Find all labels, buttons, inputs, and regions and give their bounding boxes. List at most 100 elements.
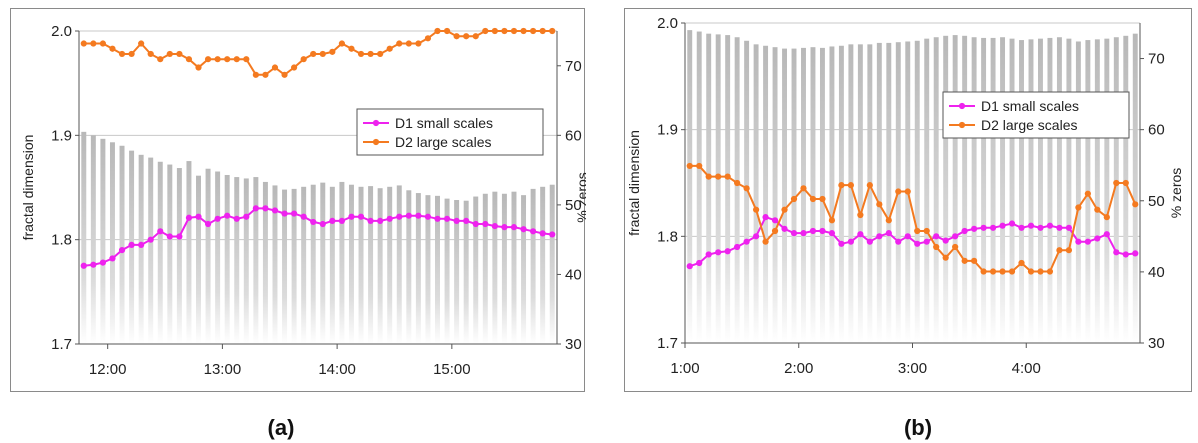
chart-b-d2-point	[781, 206, 788, 213]
chart-a-d2-point	[99, 40, 106, 47]
chart-b-d1-point	[933, 233, 940, 240]
chart-a-d1-point	[291, 210, 298, 217]
chart-a-d2-point	[520, 27, 527, 35]
chart-b-zeros-bar	[943, 35, 949, 344]
chart-b-d1-point	[705, 251, 712, 258]
chart-a-zeros-bar	[454, 200, 460, 344]
chart-a-d1-point	[443, 215, 451, 222]
chart-a-d2-point	[329, 48, 336, 55]
chart-a-zeros-bar	[540, 186, 546, 344]
chart-a-d2-point	[109, 45, 116, 52]
chart-a-zeros-bar	[148, 157, 154, 344]
chart-b-svg: 1.7 1.8 1.9 2.0 30 40 50 60 70 1:00 2:00 3:00 4:00 fr…	[626, 15, 1184, 377]
chart-b-d1-point	[1046, 222, 1054, 229]
chart-a-d2-point	[271, 64, 279, 71]
chart-b-d2-point	[1046, 268, 1054, 275]
chart-a-zeros-bar	[81, 131, 87, 344]
chart-a-xtick-label: 14:00	[318, 361, 356, 378]
chart-b-d2-point	[1056, 247, 1063, 254]
chart-a-d1-point	[109, 255, 116, 262]
chart-a-d2-point	[549, 27, 556, 35]
chart-b-d1-point	[800, 230, 807, 237]
chart-a-zeros-bar	[377, 188, 383, 344]
chart-b-d1-point	[1075, 238, 1082, 245]
chart-a-d2-point	[243, 56, 250, 63]
chart-a-zeros-bar	[138, 154, 144, 344]
chart-b-zeros-bar	[1000, 37, 1006, 343]
chart-b-d1-point	[715, 249, 722, 256]
chart-a-zeros-bar	[109, 142, 115, 344]
chart-a-d2-point	[204, 56, 212, 63]
chart-a-zeros-bar	[463, 200, 469, 344]
chart-a-d2-point	[224, 56, 231, 63]
chart-a-zeros-bar	[167, 164, 173, 344]
chart-b-d1-point	[743, 238, 750, 245]
chart-a-d2-point	[424, 35, 432, 42]
chart-b-zeros-bar	[838, 45, 844, 343]
chart-a-zeros-bar	[482, 193, 488, 344]
chart-a-d1-point	[243, 213, 250, 220]
chart-a-y2tick-label: 50	[565, 197, 582, 214]
chart-b-zeros-bar	[696, 31, 702, 344]
chart-b-ytick-label: 1.7	[657, 335, 678, 352]
chart-a-d1-point	[204, 220, 212, 228]
chart-a-d1-point	[396, 213, 403, 220]
chart-a-d2-point	[233, 56, 240, 63]
chart-b-d2-point	[980, 268, 987, 275]
chart-b-d1-point	[781, 225, 788, 232]
chart-a-d2-point	[300, 56, 307, 63]
chart-b-zeros-bar	[1075, 41, 1081, 343]
chart-b-d2-point	[1075, 204, 1082, 211]
chart-b-d1-point	[838, 240, 845, 247]
chart-b-zeros-bar	[1094, 39, 1100, 343]
chart-a-zeros-bar	[339, 181, 345, 344]
chart-a-xtick-label: 13:00	[204, 361, 242, 378]
chart-b-zeros-bar	[914, 40, 920, 344]
chart-a-ytick-label: 1.9	[51, 127, 72, 144]
chart-b-zeros-bar	[801, 47, 806, 344]
chart-a-d2-point	[90, 40, 97, 47]
chart-a-d1-point	[549, 231, 556, 238]
chart-a-y2label: % zeros	[574, 172, 586, 223]
chart-b-d2-point	[942, 254, 949, 261]
chart-a-d1-point	[338, 217, 345, 224]
chart-a-legend-d2-label: D2 large scales	[395, 134, 492, 150]
chart-a-zeros-bar	[368, 186, 374, 344]
chart-a-d2-point	[319, 50, 326, 58]
chart-b-d2-point	[885, 217, 892, 224]
chart-a-zeros-bar	[291, 188, 297, 344]
chart-b-d1-point	[734, 243, 741, 251]
chart-b-d2-point	[800, 185, 807, 192]
chart-b-d1-point	[1027, 222, 1035, 229]
chart-a-xtick-label: 12:00	[89, 361, 127, 378]
chart-a-zeros-bar	[396, 185, 402, 344]
chart-b-zeros-bar	[810, 47, 816, 344]
chart-a-zeros-bar	[253, 177, 259, 344]
chart-a-zeros-bar	[320, 182, 326, 344]
chart-a-zeros-bar	[511, 191, 517, 344]
chart-a-d1-point	[99, 259, 106, 266]
chart-b-zeros-bar	[819, 47, 825, 344]
chart-b-zeros-bar	[952, 35, 958, 343]
chart-a-d2-line	[83, 30, 553, 77]
chart-a-d1-point	[463, 217, 470, 224]
chart-b-xtick-label: 1:00	[670, 360, 699, 377]
chart-a-zeros-bar	[234, 177, 240, 344]
chart-b-zeros-bar	[1113, 37, 1119, 343]
chart-b-ytick-label: 2.0	[657, 15, 678, 32]
chart-b-zeros-bar	[990, 37, 996, 343]
chart-a-d2-point	[396, 40, 403, 47]
chart-b-zeros-bar	[867, 44, 873, 343]
chart-b-d2-point	[1094, 206, 1101, 213]
chart-a-d2-point	[262, 71, 269, 78]
chart-a-d2-point	[463, 33, 470, 40]
chart-a-d1-point	[491, 223, 498, 230]
chart-b-d2-point	[743, 185, 750, 192]
chart-b-zeros-bar	[734, 37, 740, 343]
chart-a-d1-point	[195, 213, 202, 220]
chart-b-d1-point	[999, 222, 1006, 229]
chart-a-zeros-bar	[301, 186, 307, 344]
chart-b-d2-point	[1065, 247, 1073, 254]
chart-b-d1-point	[752, 233, 760, 240]
chart-b-zeros-bar	[772, 47, 778, 344]
